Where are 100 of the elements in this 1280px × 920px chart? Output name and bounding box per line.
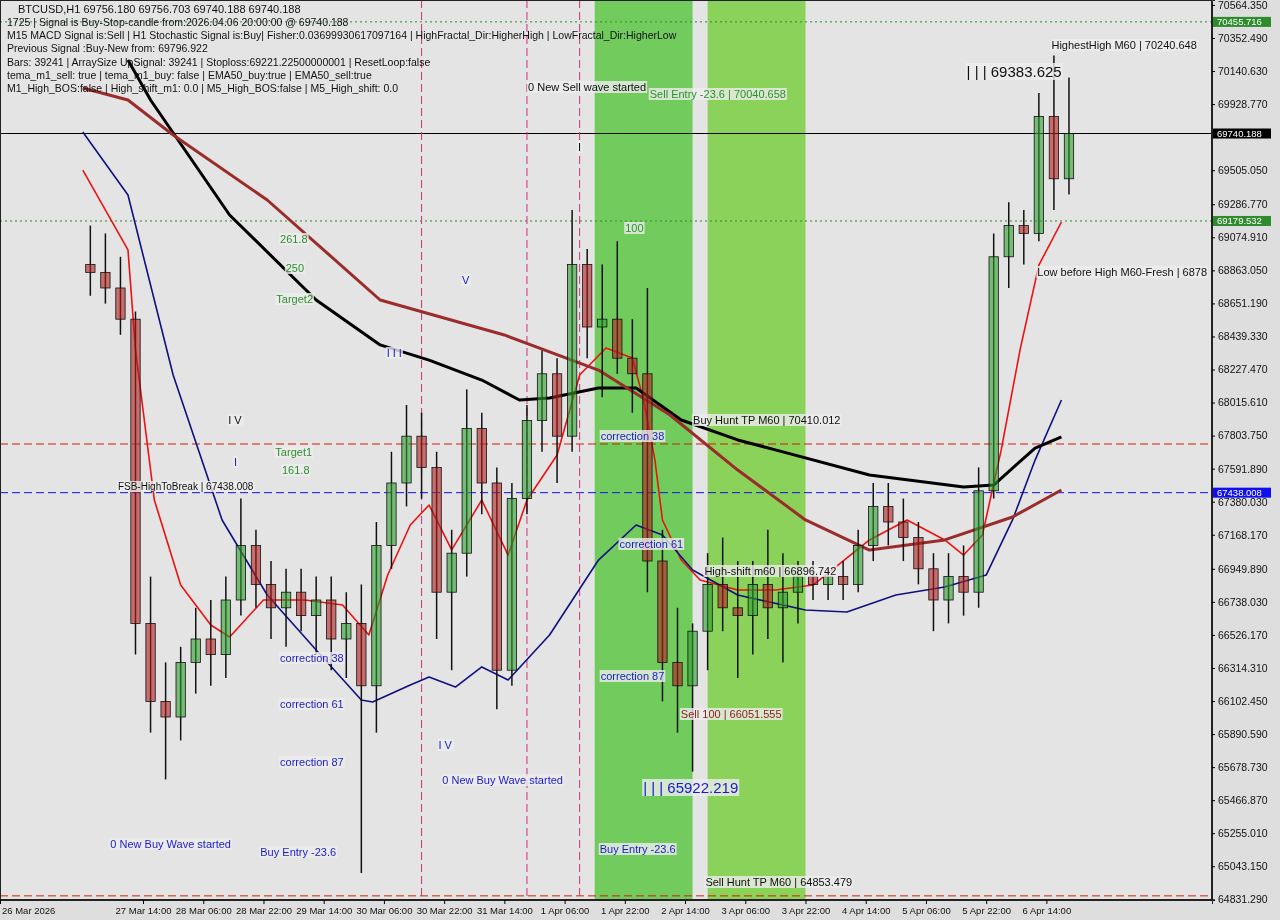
y-tick-label: 69928.770 bbox=[1218, 97, 1268, 110]
y-tick-label: 68651.190 bbox=[1218, 297, 1268, 310]
y-tick-label: 66738.030 bbox=[1218, 595, 1268, 608]
x-tick-label: 3 Apr 22:00 bbox=[781, 904, 831, 916]
y-tick-label: 65678.730 bbox=[1218, 760, 1268, 773]
x-tick-label: 4 Apr 14:00 bbox=[841, 904, 891, 916]
candlestick bbox=[597, 263, 608, 398]
ref-line-label: 69740.188 bbox=[1217, 128, 1262, 140]
y-tick-label: 68863.050 bbox=[1218, 264, 1268, 277]
x-tick-label: 3 Apr 06:00 bbox=[721, 904, 771, 916]
candlestick bbox=[928, 552, 939, 632]
chart-title: BTCUSD,H1 69756.180 69756.703 69740.188 69740.188 bbox=[18, 3, 301, 15]
candlestick bbox=[205, 599, 216, 687]
y-tick-label: 70140.630 bbox=[1218, 64, 1268, 77]
candlestick bbox=[341, 591, 352, 679]
x-tick-label: 5 Apr 06:00 bbox=[902, 904, 951, 916]
y-tick-label: 69074.910 bbox=[1218, 231, 1268, 244]
candlestick bbox=[476, 412, 487, 515]
candlestick bbox=[958, 544, 969, 617]
y-tick-label: 69505.050 bbox=[1218, 164, 1268, 177]
candlestick bbox=[190, 607, 201, 695]
annotation: HighestHigh M60 | 70240.648 bbox=[1051, 39, 1197, 51]
annotation: I bbox=[233, 456, 237, 468]
candlestick bbox=[672, 607, 683, 734]
y-tick-label: 67168.170 bbox=[1218, 528, 1268, 541]
candlestick bbox=[883, 482, 894, 547]
x-tick-label: 31 Mar 14:00 bbox=[476, 904, 533, 916]
candlestick bbox=[1063, 76, 1075, 196]
candlestick bbox=[988, 232, 999, 500]
x-tick-label: 29 Mar 14:00 bbox=[296, 904, 353, 916]
annotation: 0 New Sell wave started bbox=[528, 81, 647, 93]
annotation: I I I bbox=[386, 347, 402, 359]
x-tick-label: 28 Mar 06:00 bbox=[175, 904, 232, 916]
candlestick bbox=[612, 240, 623, 375]
annotation: Previous Signal :Buy-New from: 69796.922 bbox=[7, 42, 208, 55]
candlestick bbox=[898, 497, 909, 562]
candlestick bbox=[85, 224, 96, 297]
line-series bbox=[82, 169, 1063, 638]
y-tick-label: 67803.750 bbox=[1218, 429, 1268, 442]
ref-line-label: 70455.716 bbox=[1217, 16, 1262, 28]
candlestick bbox=[838, 560, 849, 601]
annotation: I V bbox=[228, 414, 243, 426]
y-tick-label: 66102.450 bbox=[1218, 694, 1268, 707]
x-tick-label: 30 Mar 06:00 bbox=[356, 904, 413, 916]
candlestick bbox=[1003, 201, 1014, 289]
x-tick-label: 30 Mar 22:00 bbox=[416, 904, 473, 916]
annotation: correction 87 bbox=[280, 756, 344, 768]
ref-line-label: 69179.532 bbox=[1217, 215, 1262, 227]
x-tick-label: 28 Mar 22:00 bbox=[235, 904, 292, 916]
y-tick-label: 68439.330 bbox=[1218, 330, 1268, 343]
y-tick-label: 67591.890 bbox=[1218, 462, 1268, 475]
annotation: High-shift m60 | 66896.742 bbox=[704, 565, 837, 577]
candlestick bbox=[868, 482, 879, 562]
candlestick bbox=[582, 248, 593, 359]
annotation: correction 61 bbox=[280, 698, 344, 710]
candlestick bbox=[386, 451, 397, 570]
annotation: correction 38 bbox=[600, 430, 665, 442]
candlestick bbox=[175, 646, 186, 742]
candlestick bbox=[281, 568, 292, 648]
y-tick-label: 68227.470 bbox=[1218, 363, 1268, 376]
x-tick-label: 5 Apr 22:00 bbox=[962, 904, 1011, 916]
candlestick bbox=[491, 466, 502, 710]
annotation: | | | 69383.625 bbox=[966, 63, 1062, 80]
annotation: correction 38 bbox=[280, 652, 344, 664]
y-tick-label: 65890.590 bbox=[1218, 727, 1268, 740]
candlestick bbox=[265, 560, 277, 640]
y-tick-label: 68015.610 bbox=[1218, 396, 1268, 409]
candlestick bbox=[115, 256, 126, 336]
annotation: | | | 65922.219 bbox=[643, 779, 739, 796]
candlestick bbox=[356, 583, 367, 874]
candlestick bbox=[943, 552, 954, 625]
x-tick-label: 6 Apr 14:00 bbox=[1022, 904, 1072, 916]
annotation: Sell 100 | 66051.555 bbox=[680, 708, 782, 720]
x-tick-label: 2 Apr 14:00 bbox=[661, 904, 710, 916]
candlestick bbox=[627, 318, 638, 414]
candlestick bbox=[145, 575, 156, 734]
y-tick-label: 64831.290 bbox=[1218, 893, 1268, 906]
annotation: 100 bbox=[625, 222, 644, 234]
annotation: Buy Entry -23.6 bbox=[599, 843, 676, 855]
annotation: Sell Entry -23.6 | 70040.658 bbox=[649, 88, 786, 100]
candlestick bbox=[416, 412, 427, 500]
annotation: 161.8 bbox=[281, 464, 310, 476]
x-tick-label: 27 Mar 14:00 bbox=[115, 904, 172, 916]
candlestick bbox=[506, 482, 517, 687]
candlestick bbox=[100, 232, 111, 305]
annotation: Target1 bbox=[275, 446, 313, 458]
y-tick-label: 66949.890 bbox=[1218, 562, 1268, 575]
candlestick bbox=[973, 466, 984, 609]
candlestick bbox=[521, 404, 533, 515]
candlestick bbox=[1018, 209, 1029, 266]
x-tick-label: 1 Apr 06:00 bbox=[540, 904, 590, 916]
candlestick bbox=[913, 521, 924, 586]
y-tick-label: 70352.490 bbox=[1218, 31, 1268, 44]
candlestick bbox=[296, 568, 307, 632]
annotation: correction 87 bbox=[600, 670, 665, 682]
candlestick bbox=[431, 451, 442, 640]
y-tick-label: 65466.870 bbox=[1218, 794, 1268, 807]
x-tick-label: 26 Mar 2026 bbox=[2, 904, 56, 916]
annotation: 0 New Buy Wave started bbox=[442, 774, 563, 786]
annotation: FSB-HighToBreak | 67438.008 bbox=[117, 481, 254, 492]
